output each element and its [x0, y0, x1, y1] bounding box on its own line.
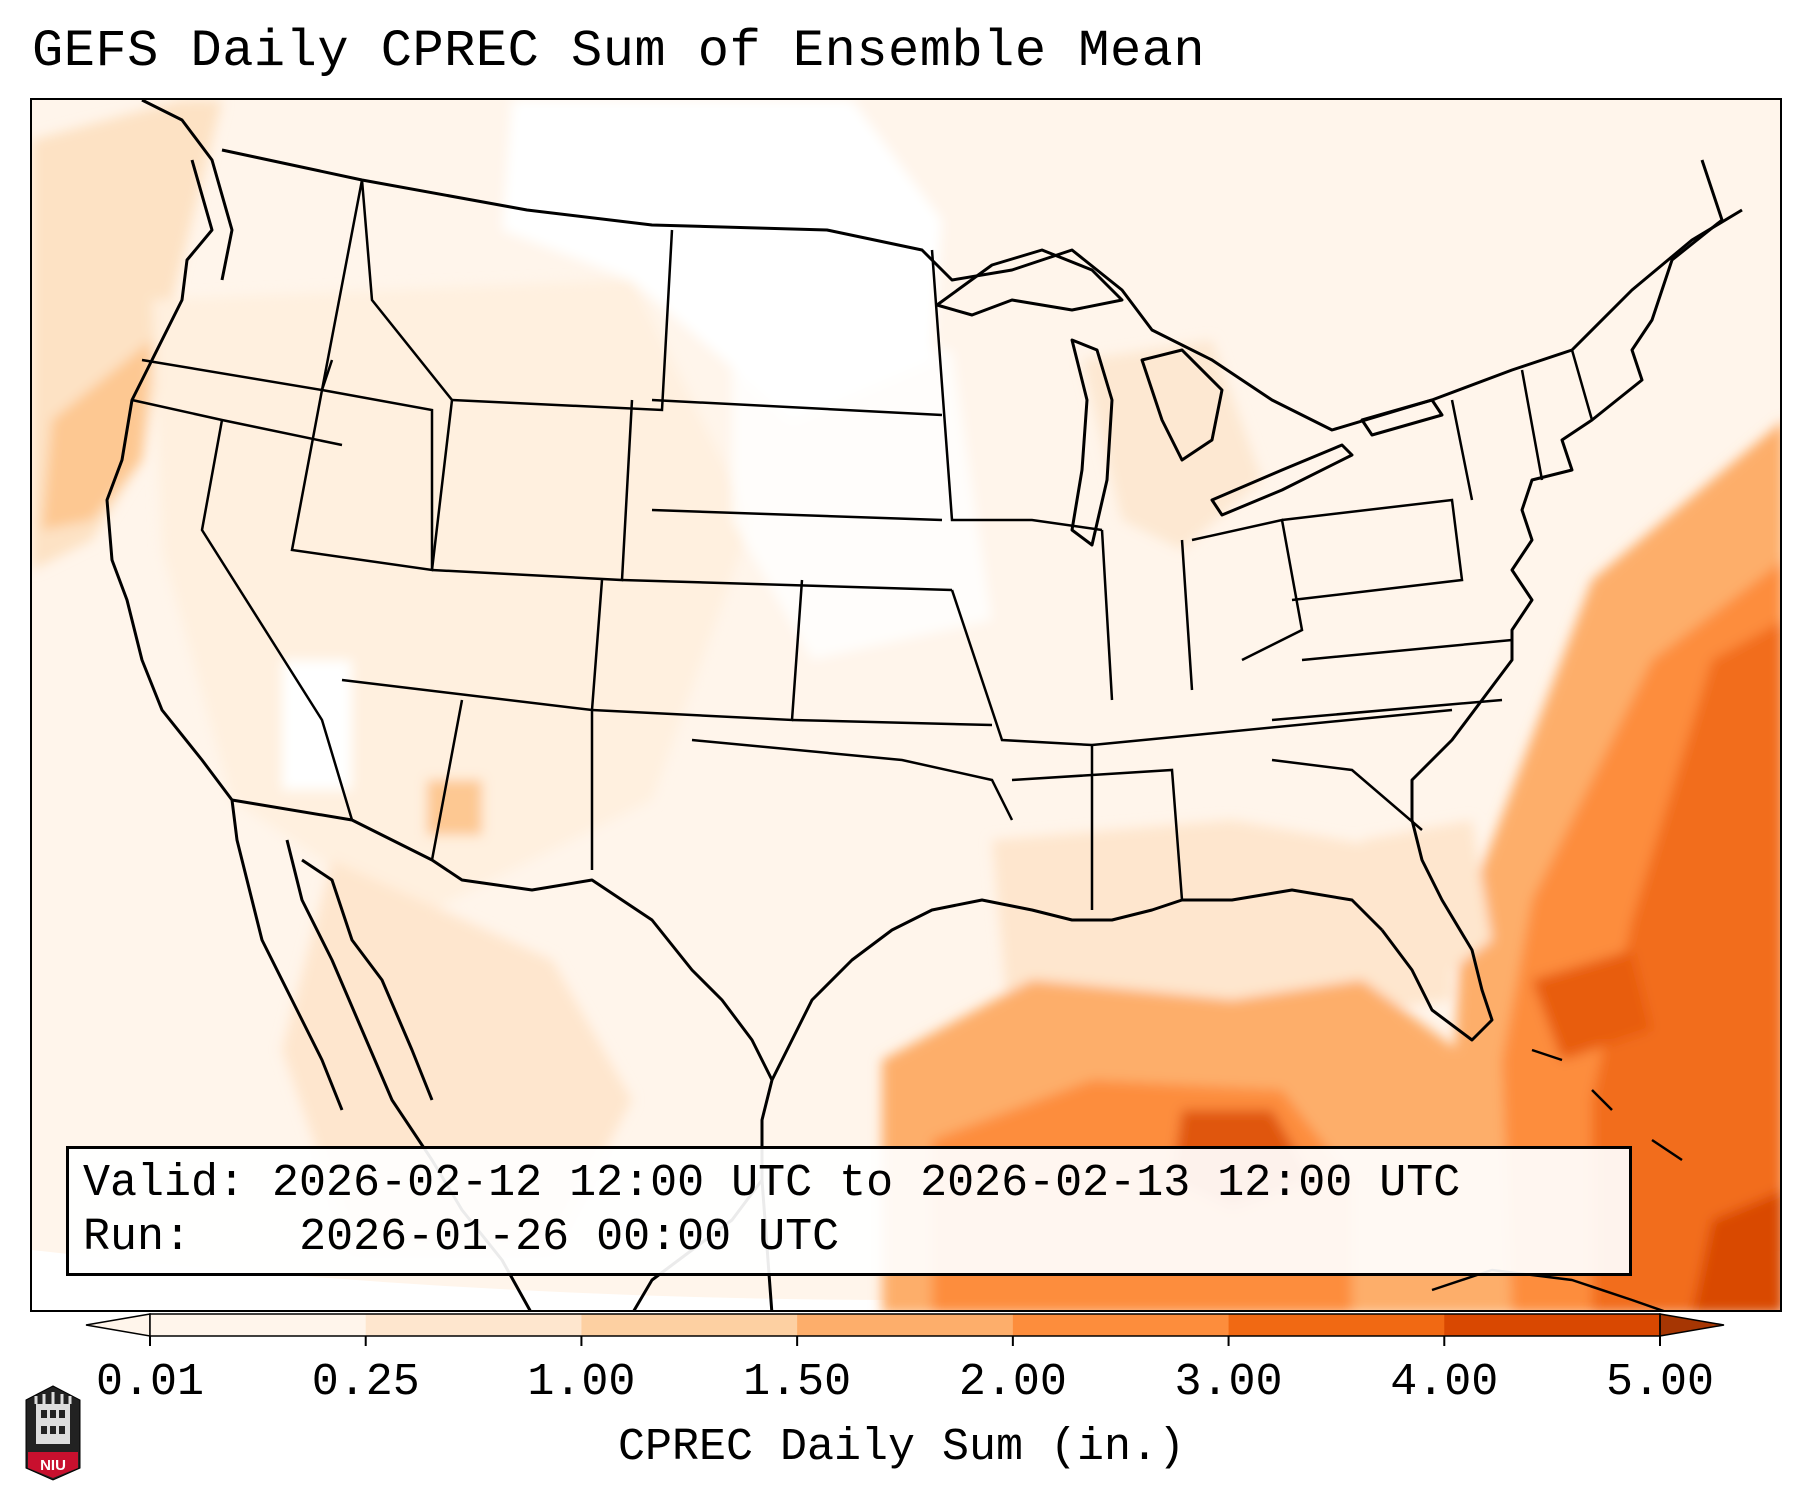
- state-border-il-in: [1100, 529, 1194, 701]
- state-border-mo-ar: [950, 589, 1093, 747]
- precip-atlantic-core: [1592, 622, 1780, 1310]
- map-boundaries: [105, 100, 1743, 1310]
- state-border-ca-nv: [200, 419, 354, 821]
- no-precip-areas: [282, 100, 992, 790]
- colorbar-ticks: 0.01 0.25 1.00 1.50 2.00 3.00 4.00 5.00: [96, 1336, 1714, 1408]
- lake-ontario: [1360, 398, 1444, 437]
- precip-map-canvas: [32, 100, 1780, 1310]
- state-border-az-nm: [430, 699, 594, 870]
- coastline-cuba: [1431, 1268, 1665, 1310]
- colorbar-outline: [149, 1313, 1661, 1337]
- state-border-ga-sc: [1271, 758, 1423, 831]
- colorbar-segment: [365, 1314, 582, 1336]
- state-borders: [131, 179, 1594, 910]
- colorbar-tick-label: 3.00: [1175, 1357, 1283, 1408]
- state-border-ky-tn: [1091, 708, 1453, 747]
- precip-arizona-spot: [427, 780, 482, 835]
- valid-value: 2026-02-12 12:00 UTC to 2026-02-13 12:00…: [272, 1158, 1461, 1209]
- precip-atlantic-core2: [1532, 950, 1652, 1060]
- coastline-gulf-california: [301, 858, 434, 1101]
- precip-map: [30, 98, 1782, 1312]
- valid-run-info-box: Valid: 2026-02-12 12:00 UTC to 2026-02-1…: [66, 1146, 1632, 1276]
- no-precip-nevada: [282, 660, 352, 790]
- coastline-atlantic: [1380, 159, 1724, 1042]
- precip-shading: [32, 100, 1780, 1310]
- coastline-bahamas: [1531, 1048, 1683, 1162]
- coastline-pacific: [105, 159, 344, 1111]
- precip-pacific-nw-core: [42, 340, 152, 530]
- state-border-mt-wy: [451, 229, 674, 412]
- coastline-bc: [141, 100, 234, 281]
- colorbar-tick-label: 4.00: [1390, 1357, 1498, 1408]
- colorbar: 0.01 0.25 1.00 1.50 2.00 3.00 4.00 5.00: [85, 1313, 1725, 1408]
- border-us-canada: [221, 148, 1743, 432]
- colorbar-extend-max: [1659, 1313, 1725, 1337]
- page-title: GEFS Daily CPREC Sum of Ensemble Mean: [32, 22, 1206, 81]
- no-precip-dakotas: [732, 340, 992, 660]
- colorbar-segment: [1228, 1314, 1445, 1336]
- state-border-nv-ut: [321, 388, 434, 570]
- state-border-ms-al: [1011, 745, 1184, 910]
- state-border-oh: [1191, 518, 1304, 662]
- lake-michigan: [1070, 338, 1114, 547]
- state-border-mn-ia: [930, 249, 1103, 532]
- lake-huron: [1140, 348, 1224, 462]
- state-border-new-england: [1450, 349, 1594, 501]
- colorbar-extend-min: [85, 1313, 151, 1337]
- colorbar-segment: [797, 1314, 1014, 1336]
- precip-southeast: [1362, 820, 1492, 1000]
- niu-logo: NIU: [25, 1385, 81, 1481]
- colorbar-label: CPREC Daily Sum (in.): [617, 1422, 1186, 1473]
- state-border-pa-ny: [1281, 498, 1464, 602]
- state-border-tx-ok: [691, 738, 1014, 821]
- lake-superior: [935, 248, 1124, 317]
- precip-caribbean-core: [1692, 1191, 1780, 1310]
- colorbar-segment: [1012, 1314, 1230, 1336]
- colorbar-segment: [1444, 1314, 1661, 1336]
- colorbar-tick-label: 1.00: [527, 1357, 635, 1408]
- colorbar-tick-label: 0.25: [312, 1357, 420, 1408]
- colorbar-tick-label: 1.50: [743, 1357, 851, 1408]
- no-precip-north-plains: [502, 100, 942, 420]
- valid-label: Valid:: [83, 1158, 246, 1209]
- colorbar-tick-label: 5.00: [1606, 1357, 1714, 1408]
- colorbar-tick-label: 2.00: [959, 1357, 1067, 1408]
- colorbar-segment: [581, 1314, 798, 1336]
- border-us-mexico: [231, 798, 774, 1081]
- run-label: Run:: [83, 1212, 192, 1263]
- niu-logo-text: NIU: [40, 1457, 66, 1474]
- state-border-va-nc: [1271, 638, 1513, 722]
- lake-erie: [1210, 443, 1354, 517]
- state-border-ne-ks: [621, 578, 993, 727]
- colorbar-segment: [150, 1314, 367, 1336]
- state-border-nd-sd: [651, 398, 943, 522]
- run-value: 2026-01-26 00:00 UTC: [299, 1212, 840, 1263]
- colorbar-tick-label: 0.01: [96, 1357, 204, 1408]
- colorbar-segments: [85, 1313, 1725, 1337]
